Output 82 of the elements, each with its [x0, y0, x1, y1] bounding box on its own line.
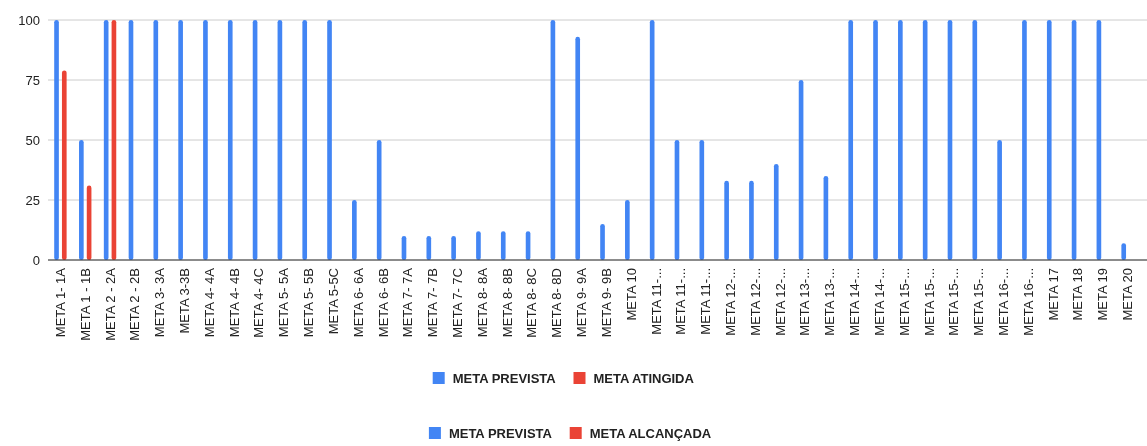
- bar: [724, 180, 729, 260]
- x-tick-label: META 16-...: [1020, 268, 1036, 336]
- bar: [848, 20, 854, 260]
- text: META ALCANÇADA: [589, 425, 712, 441]
- x-tick-label: META 11-...: [698, 268, 714, 335]
- bar: [61, 70, 67, 260]
- x-tick-label: META 7- 7B: [425, 268, 441, 338]
- x-tick-label: META 12-...: [772, 268, 788, 336]
- x-tick-label: META 10: [623, 268, 639, 321]
- x-tick-label: META 14-...: [871, 268, 887, 336]
- x-tick-label: META 17: [1045, 268, 1061, 321]
- y-tick-label: 100: [18, 12, 40, 28]
- y-tick-label: 75: [25, 72, 40, 88]
- bar: [1121, 243, 1127, 260]
- bar: [352, 200, 357, 260]
- x-tick-label: META 2 - 2B: [127, 268, 143, 341]
- bar: [1022, 20, 1027, 260]
- x-tick-label: META 7- 7A: [400, 267, 416, 338]
- bar: [451, 236, 456, 260]
- x-tick-label: META 5- 5A: [276, 267, 292, 338]
- x-tick-label: META 4- 4C: [251, 268, 267, 338]
- bar: [873, 20, 878, 260]
- x-tick-label: META 12-...: [723, 268, 738, 336]
- x-tick-label: META 5- 5B: [301, 268, 317, 338]
- x-tick-label: META 7- 7C: [450, 268, 465, 338]
- x-tick-label: META 4- 4A: [201, 267, 217, 338]
- x-tick-label: META 11-...: [673, 268, 689, 335]
- x-tick-label: META 1 - 1B: [77, 268, 93, 341]
- x-tick-label: META 16-...: [996, 268, 1011, 336]
- x-tick-label: META 15-...: [921, 268, 937, 336]
- x-tick-label: META 8- 8C: [524, 268, 540, 338]
- x-tick-label: META 9- 9B: [598, 268, 614, 338]
- x-tick-label: META 19: [1095, 268, 1111, 321]
- x-tick-label: META 6- 6A: [350, 267, 366, 338]
- y-tick-label: 50: [25, 132, 40, 148]
- x-tick-label: META 13-...: [822, 268, 838, 336]
- x-tick-label: META 3- 3A: [152, 267, 168, 338]
- bar: [699, 140, 705, 260]
- bar: [773, 164, 779, 260]
- x-tick-label: META 8- 8A: [474, 267, 490, 338]
- x-tick-label: META 15-...: [971, 268, 987, 336]
- x-tick-label: META 11-...: [648, 268, 664, 335]
- bar: [79, 140, 84, 260]
- x-tick-label: META 14-...: [847, 268, 863, 336]
- bar: [476, 231, 481, 260]
- legend-label: META PREVISTA: [452, 370, 557, 386]
- x-tick-label: META 9- 9A: [574, 267, 590, 338]
- x-tick-label: META 1- 1A: [52, 267, 68, 338]
- x-tick-label: META 20: [1120, 268, 1136, 321]
- x-tick-label: META 8- 8D: [549, 268, 565, 338]
- y-tick-label: 0: [32, 252, 40, 268]
- bar: [898, 20, 903, 260]
- bar: [153, 20, 159, 260]
- bar: [302, 20, 308, 260]
- x-tick-label: META 4- 4B: [226, 268, 242, 338]
- bar: [500, 231, 506, 260]
- x-tick-label: META 18: [1070, 268, 1086, 321]
- bar: [1046, 20, 1052, 260]
- x-tick-label: META 3-3B: [177, 268, 192, 334]
- x-tick-label: META 15-...: [896, 268, 912, 336]
- bar: [575, 36, 581, 260]
- bar: [625, 200, 630, 260]
- bar: [749, 180, 754, 260]
- x-tick-label: META 15-...: [946, 268, 962, 336]
- legend-label: META ATINGIDA: [593, 370, 695, 386]
- x-tick-label: META 6- 6B: [375, 268, 391, 338]
- bar: [972, 20, 978, 260]
- bar: [327, 20, 332, 260]
- bar: [426, 236, 432, 260]
- x-tick-label: META 8- 8B: [499, 268, 515, 338]
- y-tick-label: 25: [25, 192, 40, 208]
- bar: [997, 140, 1002, 260]
- x-tick-label: META 5-5C: [325, 268, 341, 335]
- x-tick-label: META 2 - 2A: [102, 267, 118, 341]
- bar: [600, 224, 605, 260]
- x-tick-label: META 12-...: [747, 268, 763, 336]
- bar: [203, 20, 208, 260]
- bar: [178, 20, 183, 260]
- bar: [54, 20, 59, 260]
- bar: [227, 20, 233, 260]
- x-tick-label: META 13-...: [797, 268, 813, 336]
- text: META PREVISTA: [448, 425, 553, 441]
